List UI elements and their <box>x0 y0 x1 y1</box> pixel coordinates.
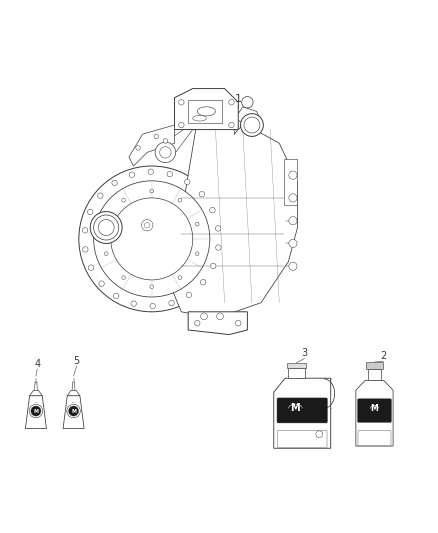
Circle shape <box>236 320 241 326</box>
Text: 1: 1 <box>235 94 242 104</box>
Circle shape <box>131 301 137 306</box>
Polygon shape <box>170 120 297 319</box>
Circle shape <box>179 100 184 105</box>
FancyBboxPatch shape <box>277 398 328 423</box>
Circle shape <box>178 198 182 202</box>
Circle shape <box>229 122 234 128</box>
Circle shape <box>210 207 215 213</box>
Polygon shape <box>188 100 223 123</box>
Circle shape <box>83 247 88 252</box>
Circle shape <box>150 285 154 288</box>
Circle shape <box>195 252 199 255</box>
Polygon shape <box>63 395 84 429</box>
Circle shape <box>112 180 117 185</box>
Polygon shape <box>30 391 42 395</box>
Text: ___: ___ <box>34 399 38 403</box>
Text: 2: 2 <box>380 351 386 361</box>
Circle shape <box>199 191 205 197</box>
Circle shape <box>82 228 88 233</box>
Circle shape <box>289 216 297 225</box>
Circle shape <box>88 209 93 215</box>
Text: 5: 5 <box>74 356 80 366</box>
Circle shape <box>217 313 223 320</box>
Circle shape <box>148 169 153 174</box>
Circle shape <box>244 117 260 133</box>
Polygon shape <box>67 391 80 395</box>
Text: M: M <box>71 408 76 414</box>
Polygon shape <box>25 395 46 429</box>
Circle shape <box>316 431 323 438</box>
Circle shape <box>68 406 79 416</box>
Circle shape <box>195 222 199 226</box>
Circle shape <box>29 405 42 418</box>
FancyBboxPatch shape <box>357 399 392 423</box>
Circle shape <box>67 405 80 418</box>
Circle shape <box>167 172 173 177</box>
Polygon shape <box>284 159 297 205</box>
FancyBboxPatch shape <box>358 431 391 446</box>
Polygon shape <box>188 312 247 335</box>
Polygon shape <box>368 368 381 381</box>
Circle shape <box>289 239 297 247</box>
Circle shape <box>99 281 104 286</box>
Circle shape <box>184 179 190 184</box>
Ellipse shape <box>193 115 206 121</box>
Text: ___: ___ <box>71 399 76 403</box>
Circle shape <box>88 265 94 270</box>
Text: M: M <box>33 408 39 414</box>
Circle shape <box>240 114 263 136</box>
Circle shape <box>154 134 159 139</box>
Circle shape <box>169 301 174 306</box>
Ellipse shape <box>197 107 215 116</box>
Polygon shape <box>287 363 306 368</box>
Circle shape <box>90 212 122 244</box>
Circle shape <box>145 222 150 228</box>
Circle shape <box>113 293 119 298</box>
Polygon shape <box>366 362 383 368</box>
Circle shape <box>94 215 119 240</box>
Circle shape <box>289 171 297 179</box>
Polygon shape <box>274 378 331 448</box>
Circle shape <box>242 96 253 108</box>
Circle shape <box>201 279 206 285</box>
Text: M: M <box>290 403 300 413</box>
Circle shape <box>122 276 125 279</box>
Circle shape <box>104 222 108 226</box>
Circle shape <box>194 320 200 326</box>
Circle shape <box>122 198 125 202</box>
Circle shape <box>79 166 225 312</box>
Circle shape <box>150 303 155 309</box>
Polygon shape <box>288 368 305 378</box>
Circle shape <box>289 194 297 202</box>
Circle shape <box>104 252 108 255</box>
Polygon shape <box>174 88 238 130</box>
Circle shape <box>163 139 168 143</box>
Text: M: M <box>371 404 378 413</box>
Circle shape <box>98 193 103 198</box>
Circle shape <box>289 262 297 270</box>
Circle shape <box>179 122 184 128</box>
Text: 3: 3 <box>301 348 307 358</box>
Circle shape <box>186 292 191 297</box>
Circle shape <box>136 146 140 150</box>
Circle shape <box>98 220 114 236</box>
Circle shape <box>215 225 221 231</box>
Circle shape <box>155 142 176 163</box>
Circle shape <box>211 263 216 269</box>
Polygon shape <box>129 125 174 166</box>
Circle shape <box>229 100 234 105</box>
Circle shape <box>141 220 153 231</box>
Circle shape <box>31 406 41 416</box>
Circle shape <box>129 172 134 177</box>
Circle shape <box>178 276 182 279</box>
Circle shape <box>150 189 154 193</box>
FancyBboxPatch shape <box>277 431 327 448</box>
Polygon shape <box>356 381 393 446</box>
Circle shape <box>201 313 208 320</box>
Text: 4: 4 <box>34 359 40 369</box>
Circle shape <box>215 245 221 251</box>
Circle shape <box>111 198 193 280</box>
Circle shape <box>160 147 171 158</box>
Circle shape <box>94 181 210 297</box>
